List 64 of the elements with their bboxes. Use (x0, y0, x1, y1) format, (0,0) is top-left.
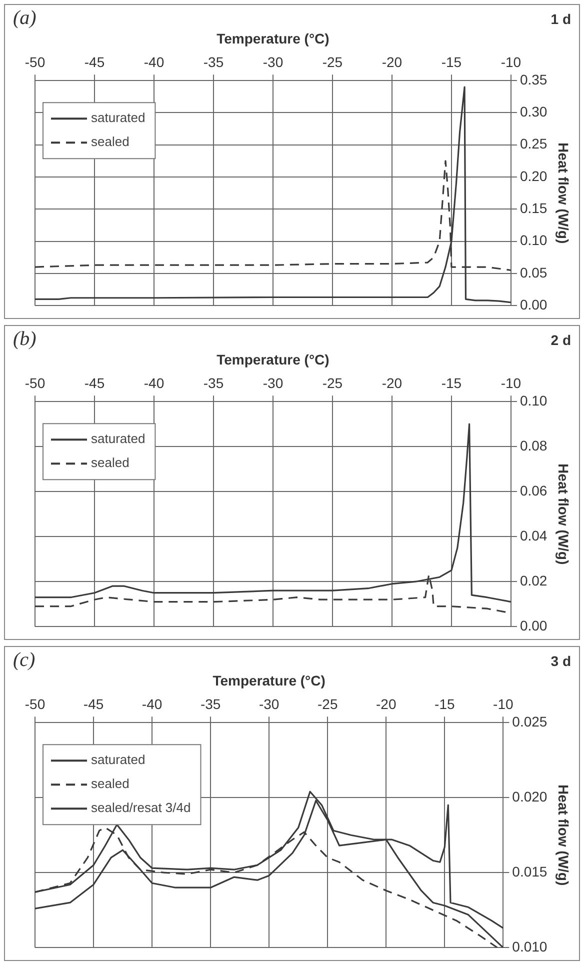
y-tick-label: 0.10 (520, 232, 548, 248)
x-tick-label: -50 (24, 696, 46, 712)
y-tick-label: 0.04 (520, 527, 548, 544)
legend-label: saturated (91, 752, 146, 768)
x-tick-label: -35 (203, 54, 224, 70)
x-axis-title: Temperature (°C) (216, 30, 330, 46)
y-tick-label: 0.015 (512, 863, 548, 880)
y-axis-title: Heat flow (W/g) (556, 464, 572, 565)
legend-label: sealed (91, 134, 130, 150)
text: 2 d (550, 332, 571, 348)
chart-title: (a) (13, 7, 36, 30)
x-tick-label: -50 (24, 375, 46, 392)
y-tick-label: 0.15 (520, 200, 548, 216)
x-tick-label: -10 (493, 696, 514, 712)
text: 1 d (550, 11, 571, 27)
legend-label: sealed (91, 776, 130, 792)
y-tick-label: 0.06 (520, 482, 548, 498)
y-tick-label: 0.25 (520, 136, 548, 152)
x-tick-label: -15 (441, 375, 462, 392)
chart-title: (c) (13, 649, 36, 672)
x-tick-label: -20 (382, 54, 402, 70)
y-tick-label: 0.08 (520, 437, 548, 454)
legend-label: sealed/resat 3/4d (91, 800, 191, 816)
chart-title: (b) (13, 328, 36, 351)
x-tick-label: -50 (24, 54, 46, 70)
x-axis-title: Temperature (°C) (212, 672, 326, 688)
x-tick-label: -35 (203, 375, 224, 392)
x-tick-label: -45 (84, 54, 105, 70)
y-tick-label: 0.010 (512, 938, 548, 954)
y-axis-title: Heat flow (W/g) (556, 142, 572, 244)
x-tick-label: -15 (434, 696, 455, 712)
x-tick-label: -30 (262, 54, 284, 70)
legend-label: sealed (91, 455, 130, 470)
x-tick-label: -20 (376, 696, 396, 712)
y-tick-label: 0.020 (512, 788, 548, 804)
x-tick-label: -45 (83, 696, 104, 712)
y-tick-label: 0.02 (520, 572, 548, 588)
text: 3 d (550, 653, 571, 669)
x-tick-label: -25 (317, 696, 338, 712)
y-tick-label: 0.20 (520, 168, 548, 184)
y-axis-title: Heat flow (W/g) (556, 784, 572, 886)
legend-label: saturated (91, 431, 146, 446)
y-tick-label: 0.00 (520, 296, 548, 312)
y-tick-label: 0.30 (520, 104, 548, 120)
x-tick-label: -35 (200, 696, 221, 712)
legend-label: saturated (91, 110, 146, 126)
y-tick-label: 0.35 (520, 71, 548, 88)
x-tick-label: -15 (441, 54, 462, 70)
x-tick-label: -20 (382, 375, 402, 392)
y-tick-label: 0.05 (520, 264, 548, 280)
x-tick-label: -30 (258, 696, 280, 712)
x-tick-label: -40 (144, 375, 164, 392)
x-tick-label: -40 (142, 696, 162, 712)
y-tick-label: 0.10 (520, 392, 548, 408)
x-axis-title: Temperature (°C) (216, 351, 330, 368)
y-tick-label: 0.025 (512, 713, 548, 730)
y-tick-label: 0.00 (520, 617, 548, 634)
x-tick-label: -10 (500, 54, 522, 70)
x-tick-label: -45 (84, 375, 105, 392)
x-tick-label: -10 (500, 375, 522, 392)
x-tick-label: -40 (144, 54, 164, 70)
x-tick-label: -25 (322, 375, 343, 392)
x-tick-label: -30 (262, 375, 284, 392)
x-tick-label: -25 (322, 54, 343, 70)
